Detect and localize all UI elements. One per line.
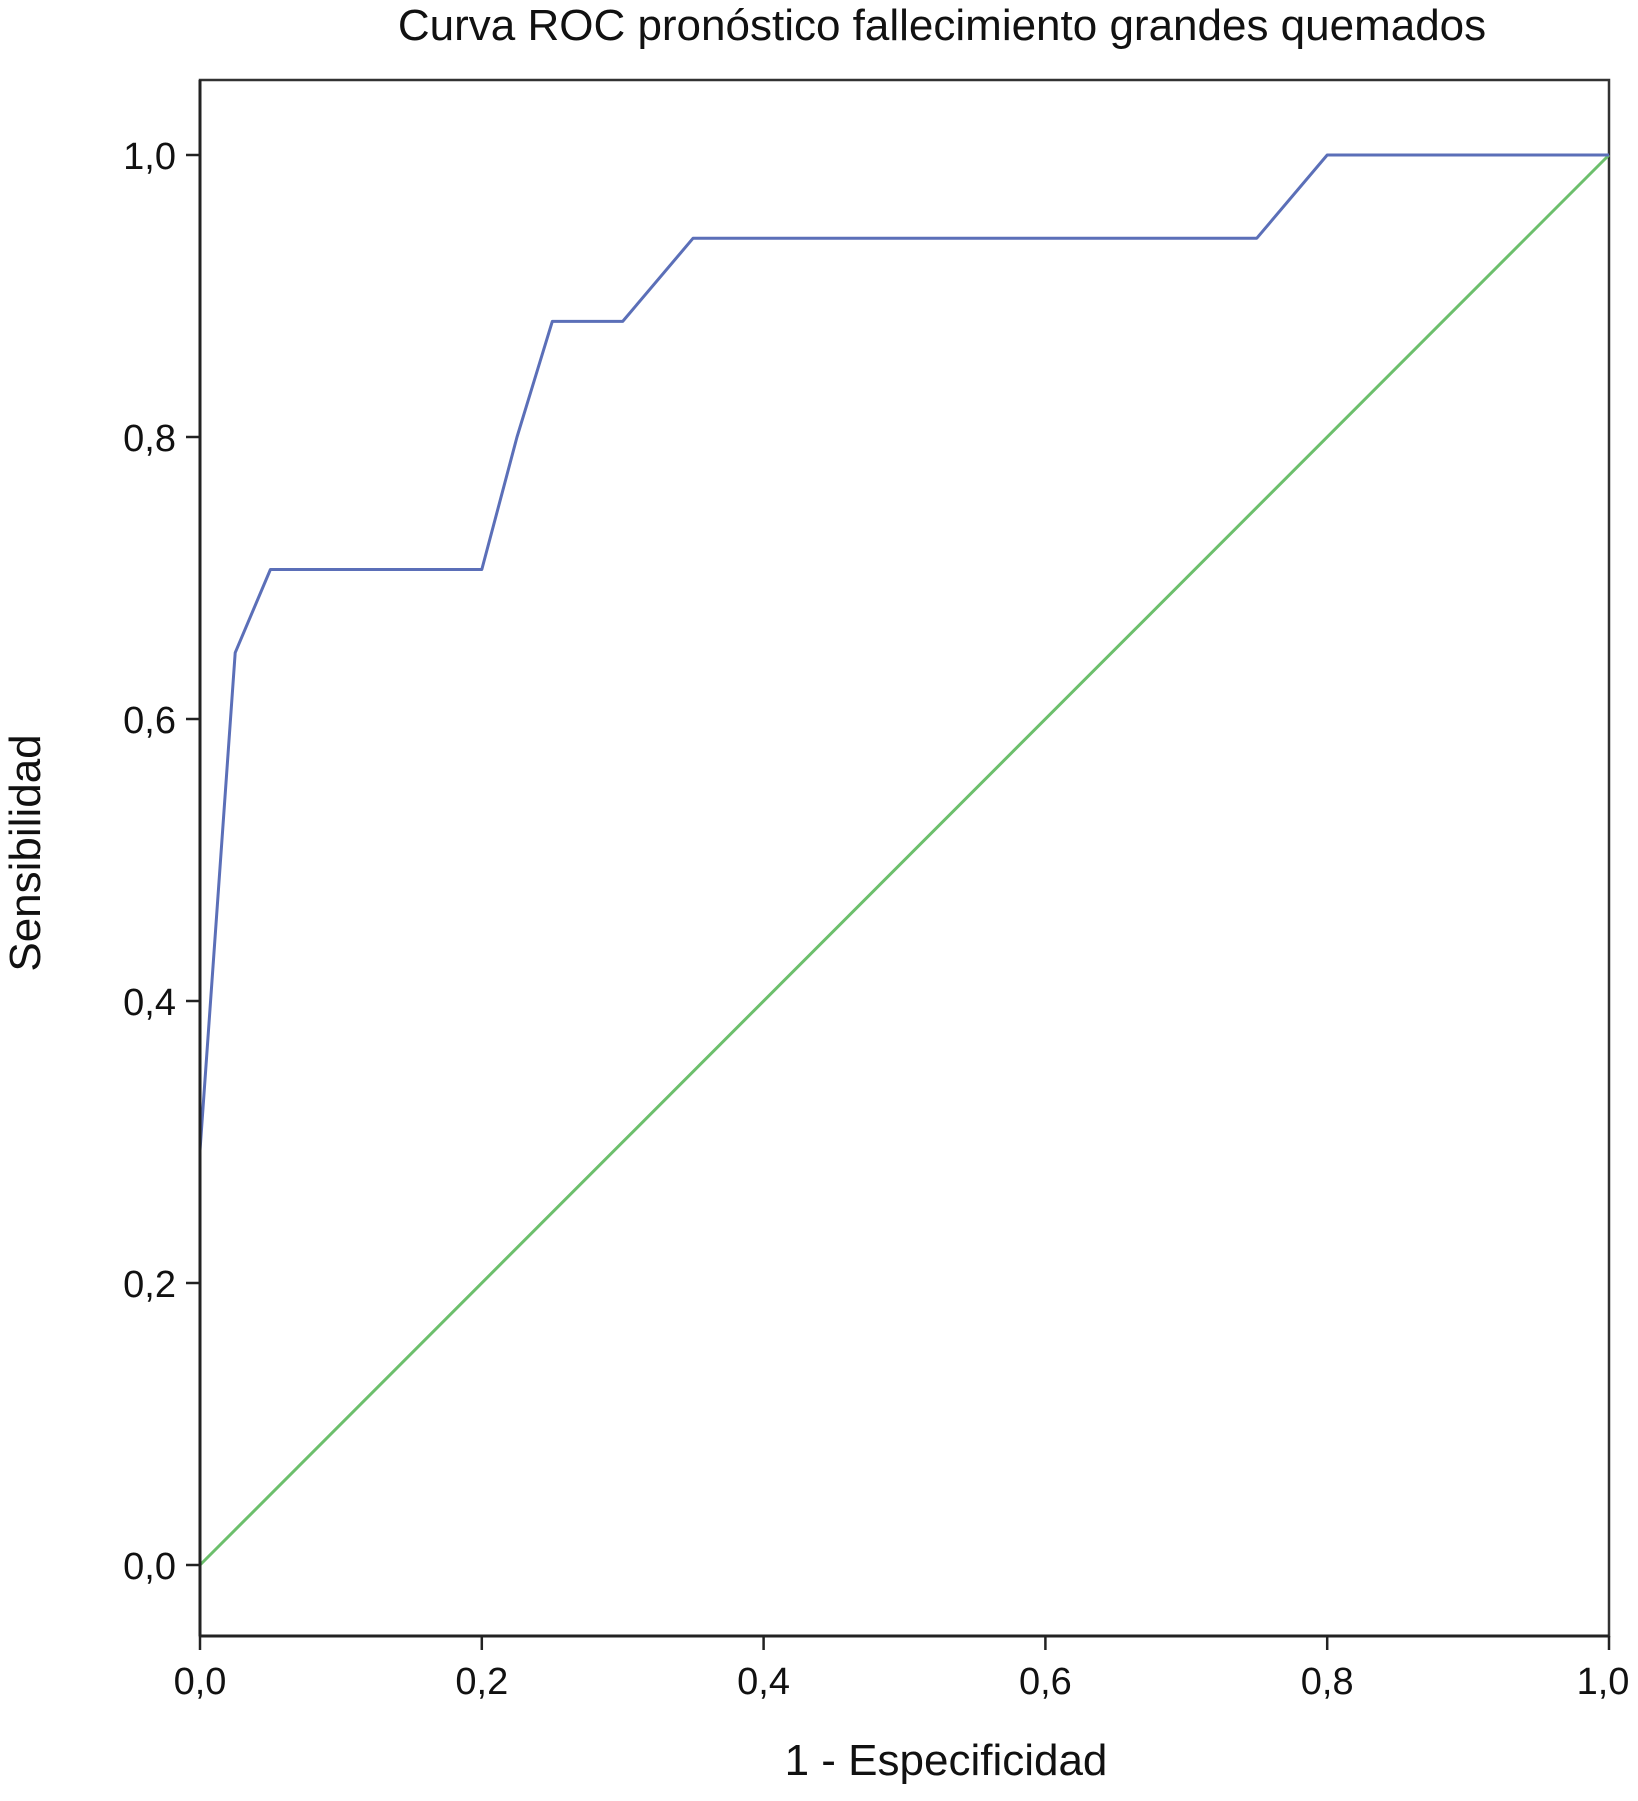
- y-tick-label: 0,6: [123, 700, 176, 742]
- x-tick-label: 1,0: [1577, 1661, 1630, 1703]
- chart-title: Curva ROC pronóstico fallecimiento grand…: [398, 1, 1486, 50]
- x-axis-label: 1 - Especificidad: [785, 1736, 1108, 1785]
- x-axis-ticks: 0,0 0,2 0,4 0,6 0,8 1,0: [174, 1636, 1630, 1703]
- reference-diagonal-line: [198, 153, 1611, 1567]
- series-layer: [198, 153, 1611, 1567]
- x-tick-label: 0,4: [737, 1661, 790, 1703]
- roc-curve-line: [198, 153, 1609, 1151]
- x-tick-label: 0,2: [455, 1661, 508, 1703]
- y-tick-label: 0,2: [123, 1264, 176, 1306]
- x-tick-label: 0,0: [174, 1661, 227, 1703]
- y-tick-label: 0,0: [123, 1546, 176, 1588]
- y-tick-label: 0,8: [123, 418, 176, 460]
- y-tick-label: 1,0: [123, 136, 176, 178]
- x-tick-label: 0,8: [1301, 1661, 1354, 1703]
- y-axis-label: Sensibilidad: [1, 734, 50, 971]
- x-tick-label: 0,6: [1019, 1661, 1072, 1703]
- y-tick-label: 0,4: [123, 982, 176, 1024]
- y-axis-ticks: 0,0 0,2 0,4 0,6 0,8 1,0: [123, 136, 200, 1588]
